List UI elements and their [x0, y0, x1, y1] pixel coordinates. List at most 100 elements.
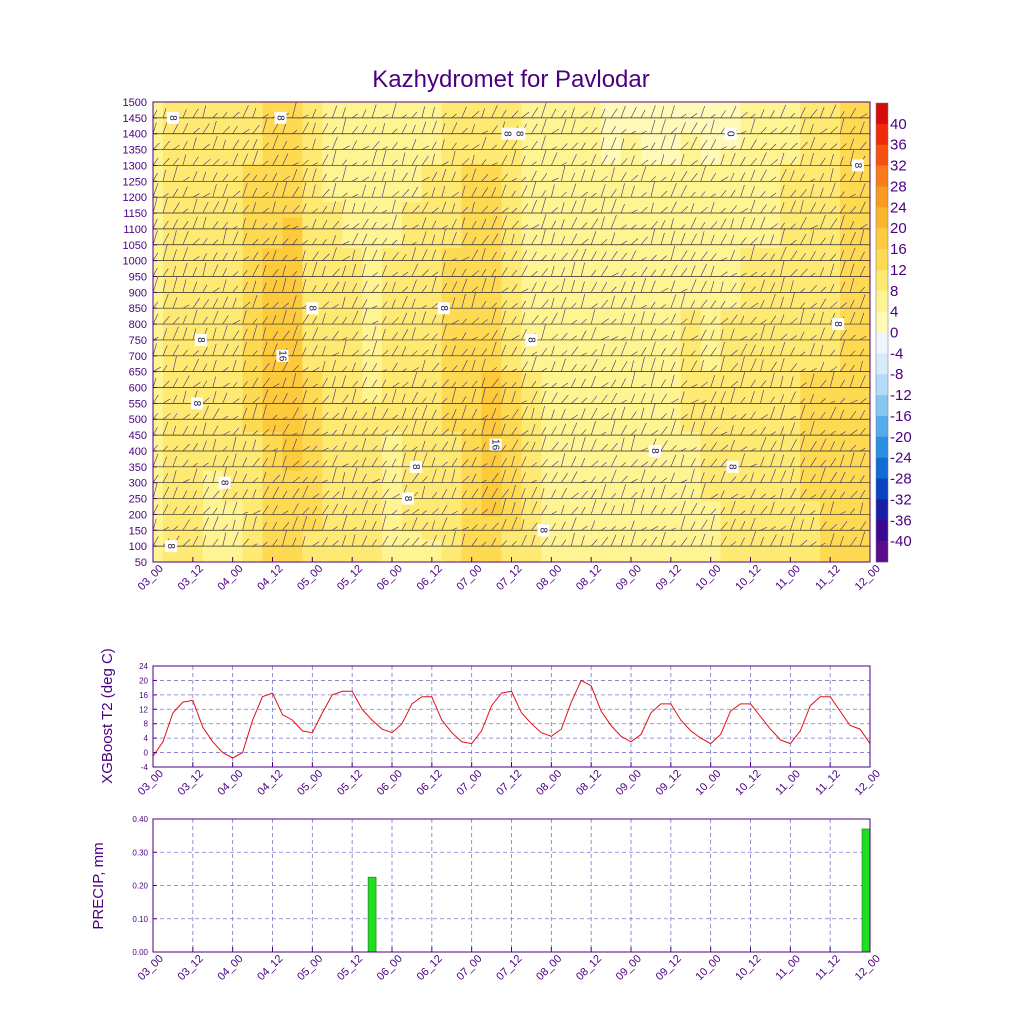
- contour-label: 8: [195, 337, 206, 343]
- field-cell: [501, 324, 523, 333]
- field-cell: [421, 171, 443, 180]
- field-cell: [302, 416, 323, 425]
- field-cell: [581, 485, 602, 494]
- field-cell: [182, 270, 204, 279]
- field-cell: [302, 385, 323, 394]
- field-cell: [521, 416, 542, 425]
- field-cell: [720, 431, 742, 440]
- wind-barb: [242, 457, 248, 467]
- y-tick-label: 650: [129, 367, 147, 379]
- wind-barb: [162, 398, 171, 404]
- wind-barb: [341, 316, 348, 325]
- field-cell: [202, 278, 224, 287]
- wind-barb: [282, 102, 283, 103]
- wind-barb: [371, 326, 377, 341]
- wind-barb: [660, 220, 666, 230]
- field-cell: [581, 385, 602, 394]
- field-cell: [640, 309, 662, 318]
- field-cell: [481, 201, 503, 210]
- field-cell: [820, 178, 841, 187]
- wind-barb: [620, 475, 628, 483]
- wind-barb: [371, 340, 377, 356]
- field-cell: [421, 393, 443, 402]
- wind-barb: [849, 444, 857, 452]
- field-cell: [322, 523, 343, 532]
- wind-barb: [720, 341, 725, 356]
- wind-barb: [541, 426, 547, 436]
- field-cell: [860, 454, 870, 463]
- wind-barb: [829, 154, 834, 166]
- field-cell: [421, 454, 443, 463]
- wind-barb: [202, 284, 208, 293]
- wind-barb: [849, 171, 856, 182]
- field-cell: [153, 247, 164, 256]
- contour-label: 8: [438, 305, 449, 311]
- wind-barb: [153, 252, 159, 261]
- wind-barb: [620, 172, 627, 182]
- wind-barb: [680, 484, 687, 499]
- field-cell: [182, 217, 204, 226]
- field-cell: [421, 132, 443, 141]
- field-cell: [720, 332, 742, 341]
- field-cell: [153, 324, 164, 333]
- wind-barb: [630, 209, 638, 214]
- field-cell: [421, 347, 443, 356]
- field-cell: [860, 554, 870, 562]
- wind-barb: [620, 336, 627, 341]
- field-cell: [202, 140, 224, 149]
- field-cell: [820, 109, 841, 118]
- wind-barb: [620, 462, 626, 468]
- field-cell: [720, 370, 742, 379]
- field-cell: [860, 401, 870, 410]
- colorbar-swatch: [876, 249, 888, 271]
- wind-barb: [660, 232, 665, 245]
- wind-barb: [640, 504, 645, 515]
- wind-barb: [620, 240, 628, 246]
- field-cell: [680, 278, 702, 287]
- wind-barb: [730, 541, 737, 547]
- field-cell: [362, 523, 383, 532]
- wind-barb: [272, 302, 279, 309]
- colorbar-swatch: [876, 123, 888, 146]
- field-cell: [322, 148, 343, 157]
- field-cell: [481, 125, 503, 134]
- wind-barb: [720, 507, 725, 515]
- wind-barb: [272, 414, 278, 420]
- wind-barb: [461, 441, 466, 452]
- field-cell: [521, 470, 542, 479]
- field-cell: [322, 194, 343, 203]
- field-cell: [820, 439, 841, 448]
- wind-barb: [511, 427, 518, 436]
- wind-barb: [620, 484, 627, 499]
- wind-barb: [162, 421, 169, 436]
- field-cell: [740, 293, 762, 302]
- field-cell: [382, 194, 403, 203]
- wind-barb: [700, 458, 705, 467]
- wind-barb: [242, 310, 247, 325]
- wind-barb: [451, 319, 460, 325]
- field-cell: [800, 370, 821, 379]
- field-cell: [182, 316, 204, 325]
- field-cell: [760, 125, 781, 134]
- field-cell: [153, 286, 164, 295]
- field-cell: [202, 347, 224, 356]
- field-cell: [481, 178, 503, 187]
- field-cell: [760, 201, 781, 210]
- field-cell: [601, 263, 622, 272]
- wind-barb: [441, 229, 446, 245]
- field-cell: [461, 470, 483, 479]
- field-cell: [700, 485, 722, 494]
- field-cell: [860, 178, 870, 187]
- wind-barb: [302, 367, 309, 372]
- wind-barb: [630, 174, 639, 182]
- x-tick-label: 11_00: [773, 768, 803, 798]
- wind-barb: [292, 145, 300, 150]
- wind-barb: [680, 184, 687, 198]
- wind-barb: [153, 426, 158, 436]
- wind-barb: [192, 490, 197, 499]
- field-cell: [222, 500, 244, 509]
- field-cell: [182, 378, 204, 387]
- field-cell: [322, 263, 343, 272]
- field-cell: [153, 263, 164, 272]
- field-cell: [382, 255, 403, 264]
